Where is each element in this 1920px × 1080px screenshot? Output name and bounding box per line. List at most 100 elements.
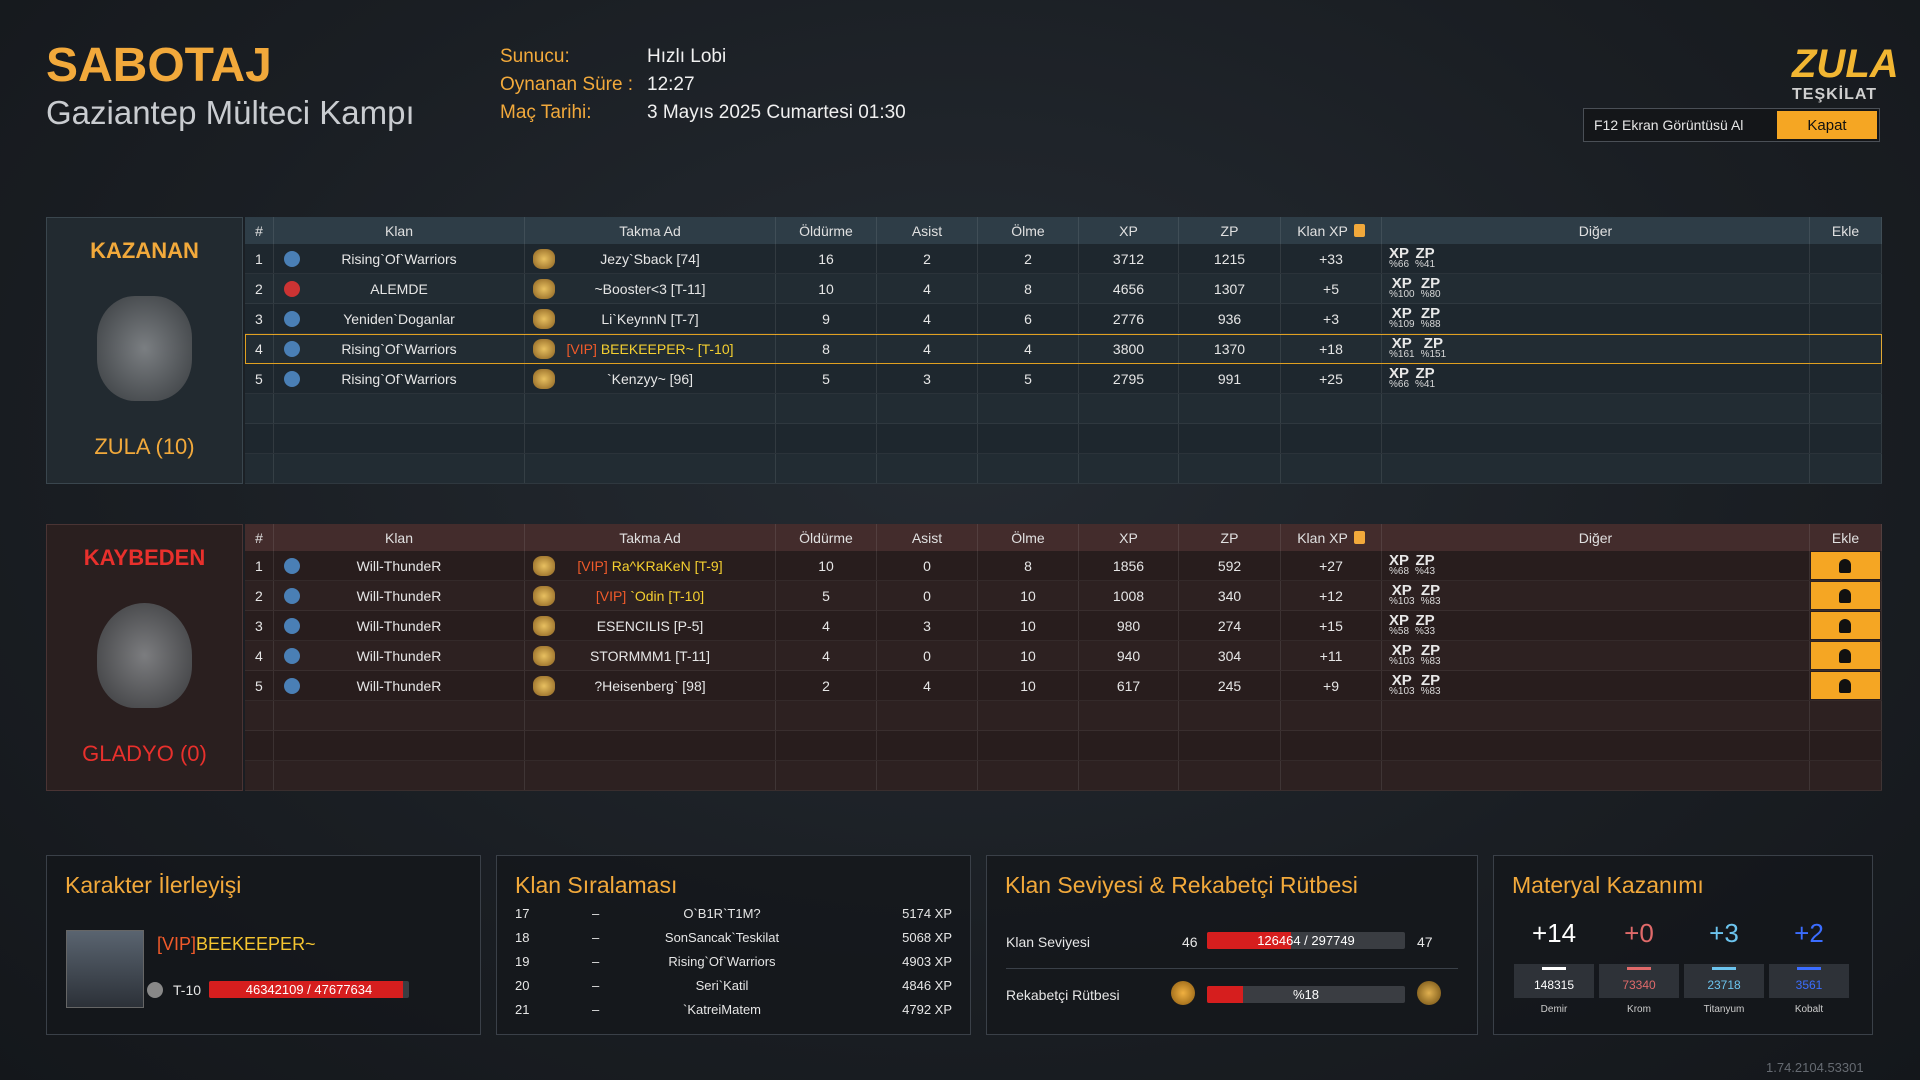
ranking-change: – — [592, 954, 600, 969]
cell — [776, 761, 877, 790]
bonus-type: ZP — [1415, 244, 1435, 262]
xp: 980 — [1116, 617, 1141, 634]
column-label: # — [255, 222, 263, 239]
bonus-value: %41 — [1415, 378, 1436, 390]
nick: `Odin [T-10] — [630, 587, 705, 604]
bonus: XP %103 — [1389, 641, 1415, 667]
empty-row — [245, 761, 1882, 791]
cell — [274, 454, 525, 483]
cell: Will-ThundeR — [274, 551, 525, 580]
cell — [877, 394, 978, 423]
cell: 4 — [245, 334, 274, 363]
bonus-type: ZP — [1415, 611, 1435, 629]
vip-tag: [VIP] — [577, 557, 608, 574]
kills: 4 — [822, 647, 830, 664]
kills: 5 — [822, 370, 830, 387]
cell: +12 — [1281, 581, 1382, 610]
ranking-rank: 17 — [515, 906, 530, 921]
cell — [776, 454, 877, 483]
rank-badge — [533, 676, 555, 696]
xp: 3712 — [1112, 250, 1145, 267]
cell — [525, 731, 776, 760]
nick: `Kenzyy~ [96] — [607, 370, 693, 387]
cell — [1281, 701, 1382, 730]
ranking-rank: 21 — [515, 1002, 530, 1017]
bonus: XP %66 — [1389, 366, 1409, 390]
panel-title: Klan Seviyesi & Rekabetçi Rütbesi — [1005, 872, 1358, 898]
bonus-value: %161 — [1389, 348, 1415, 360]
player-row: 5 Rising`Of`Warriors `Kenzyy~ [96] 5 3 5 2795 9… — [245, 364, 1882, 394]
kills: 10 — [818, 280, 834, 297]
bonus-value: %103 — [1389, 685, 1415, 697]
bonus-value: %58 — [1389, 625, 1410, 637]
ranking-xp: 5174 XP — [902, 906, 952, 921]
material-color — [1712, 967, 1736, 970]
team-panel: KAZANAN ZULA (10) — [46, 217, 243, 484]
cell: XP %103 ZP %83 — [1382, 671, 1810, 700]
cell — [1179, 454, 1281, 483]
bonus-value: %109 — [1389, 318, 1415, 330]
clan-emblem — [284, 371, 300, 387]
column-header: Takma Ad — [525, 524, 776, 551]
bonus-value: %151 — [1420, 348, 1447, 360]
bonus: ZP %83 — [1421, 673, 1441, 697]
cell: 4 — [877, 671, 978, 700]
cell: STORMMM1 [T-11] — [525, 641, 776, 670]
column-label: Ölme — [1011, 529, 1045, 546]
cell: 1856 — [1079, 551, 1179, 580]
bonus-type: ZP — [1421, 304, 1441, 322]
cell: 980 — [1079, 611, 1179, 640]
materials-panel: Materyal Kazanımı +14 148315 Demir +0 73340 K… — [1493, 855, 1873, 1035]
cell: XP %68 ZP %43 — [1382, 551, 1810, 580]
column-header: Diğer — [1382, 524, 1810, 551]
level-next: 47 — [1417, 934, 1433, 950]
assists: 0 — [923, 557, 931, 574]
cell — [1079, 761, 1179, 790]
deaths: 6 — [1024, 310, 1032, 327]
cell: +11 — [1281, 641, 1382, 670]
vip-tag: [VIP] — [157, 934, 197, 954]
cell — [877, 701, 978, 730]
empty-row — [245, 701, 1882, 731]
cell: XP %58 ZP %33 — [1382, 611, 1810, 640]
clan-emblem — [284, 281, 300, 297]
column-header: Klan XP — [1281, 217, 1382, 244]
competitive-bar: %18 — [1207, 986, 1405, 1003]
column-header: Ölme — [978, 524, 1079, 551]
cell: 4 — [776, 641, 877, 670]
cell — [776, 394, 877, 423]
vip-tag: [VIP] — [595, 587, 627, 604]
cell — [1281, 761, 1382, 790]
screenshot-button[interactable]: F12 Ekran Görüntüsü Al — [1594, 117, 1744, 133]
material-name: Kobalt — [1794, 1004, 1824, 1015]
clan-emblem — [284, 678, 300, 694]
close-button[interactable]: Kapat — [1777, 111, 1877, 139]
cell: XP %66 ZP %41 — [1382, 364, 1810, 393]
cell: +15 — [1281, 611, 1382, 640]
result: KAYBEDEN — [83, 545, 206, 570]
deaths: 10 — [1020, 647, 1036, 664]
nick: BEEKEEPER~ [T-10] — [600, 340, 734, 357]
cell: `Kenzyy~ [96] — [525, 364, 776, 393]
cell: +9 — [1281, 671, 1382, 700]
assists: 4 — [923, 280, 931, 297]
nick: Jezy`Sback [74] — [600, 250, 700, 267]
cell: XP %161 ZP %151 — [1382, 334, 1810, 363]
info-label: Oynanan Süre : — [500, 74, 634, 95]
team-emblem — [97, 296, 192, 401]
bonus-type: XP — [1389, 611, 1410, 629]
assists: 2 — [923, 250, 931, 267]
bonus-type: XP — [1391, 641, 1412, 659]
cell: ~Booster<3 [T-11] — [525, 274, 776, 303]
column-header: Ekle — [1810, 217, 1882, 244]
column-label: # — [255, 529, 263, 546]
clan_xp: +11 — [1319, 647, 1343, 664]
column-label: Klan XP — [1297, 529, 1348, 546]
cell — [245, 424, 274, 453]
xp-fill — [209, 981, 404, 998]
cell — [1079, 424, 1179, 453]
add-friend-icon — [1839, 649, 1851, 663]
rank: 1 — [255, 250, 263, 267]
rank-badge — [533, 556, 555, 576]
